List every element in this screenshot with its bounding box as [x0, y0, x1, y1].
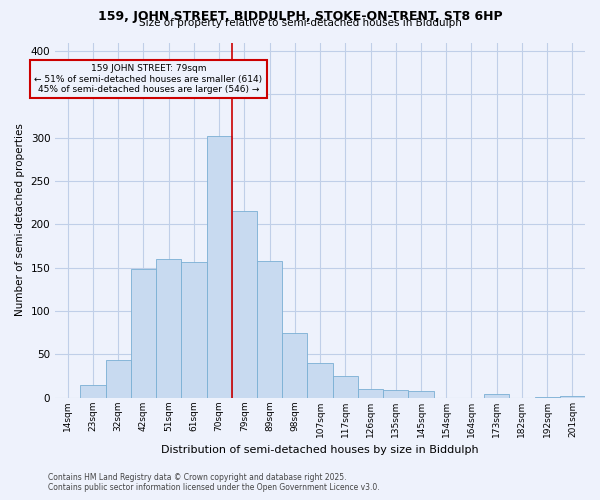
Bar [535, 396, 560, 398]
Bar [106, 360, 131, 398]
Bar [332, 376, 358, 398]
Bar [383, 390, 409, 398]
Text: Contains HM Land Registry data © Crown copyright and database right 2025.
Contai: Contains HM Land Registry data © Crown c… [48, 473, 380, 492]
Bar [206, 136, 232, 398]
Bar [282, 334, 307, 398]
Bar [156, 259, 181, 398]
Bar [358, 389, 383, 398]
Bar [80, 384, 106, 398]
Bar [232, 212, 257, 398]
X-axis label: Distribution of semi-detached houses by size in Biddulph: Distribution of semi-detached houses by … [161, 445, 479, 455]
Bar [181, 262, 206, 398]
Text: 159 JOHN STREET: 79sqm
← 51% of semi-detached houses are smaller (614)
45% of se: 159 JOHN STREET: 79sqm ← 51% of semi-det… [34, 64, 263, 94]
Bar [484, 394, 509, 398]
Y-axis label: Number of semi-detached properties: Number of semi-detached properties [15, 124, 25, 316]
Text: 159, JOHN STREET, BIDDULPH, STOKE-ON-TRENT, ST8 6HP: 159, JOHN STREET, BIDDULPH, STOKE-ON-TRE… [98, 10, 502, 23]
Bar [560, 396, 585, 398]
Text: Size of property relative to semi-detached houses in Biddulph: Size of property relative to semi-detach… [139, 18, 461, 28]
Bar [409, 390, 434, 398]
Bar [307, 363, 332, 398]
Bar [131, 270, 156, 398]
Bar [257, 260, 282, 398]
